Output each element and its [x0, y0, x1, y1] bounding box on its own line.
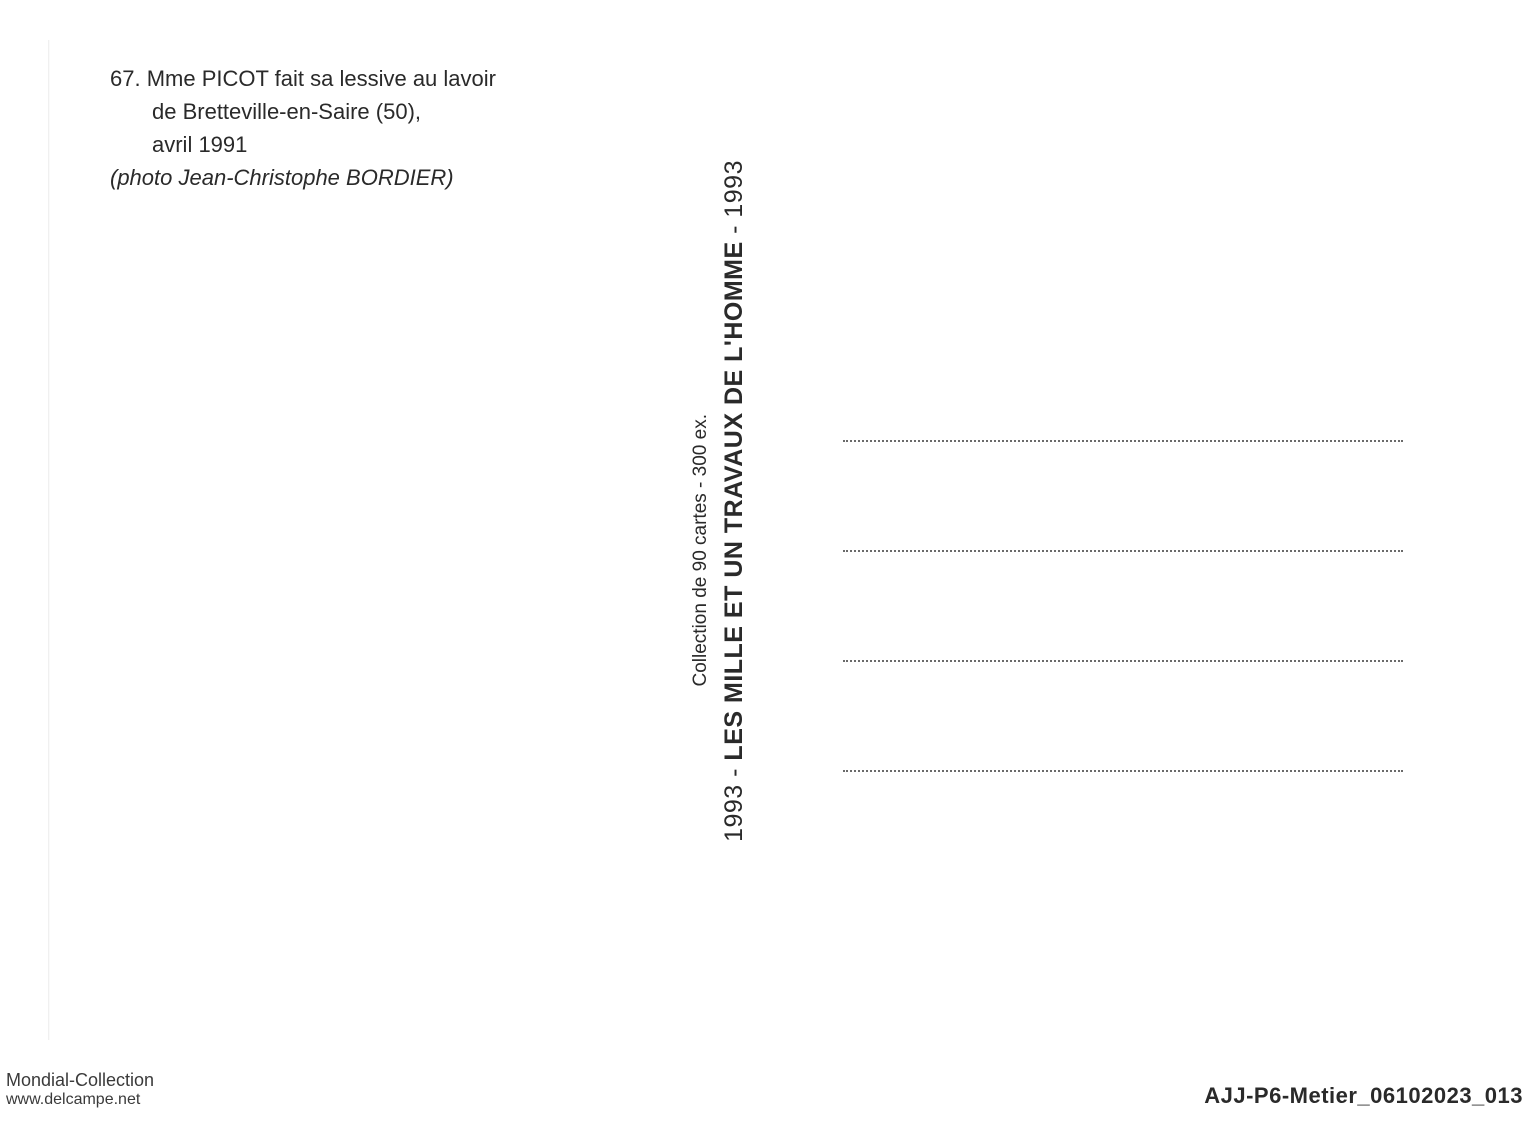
address-line-1: [843, 440, 1403, 442]
caption-block: 67. Mme PICOT fait sa lessive au lavoir …: [110, 62, 496, 194]
address-line-2: [843, 550, 1403, 552]
footer-right: AJJ-P6-Metier_06102023_013: [1204, 1083, 1523, 1109]
address-lines-area: [843, 440, 1403, 772]
vertical-title: 1993 - LES MILLE ET UN TRAVAUX DE L'HOMM…: [720, 160, 749, 842]
caption-credit: (photo Jean-Christophe BORDIER): [110, 161, 496, 194]
caption-text-1: Mme PICOT fait sa lessive au lavoir: [147, 66, 496, 91]
vertical-year-end: 1993: [720, 160, 748, 218]
caption-number: 67.: [110, 66, 141, 91]
vertical-title-bold: LES MILLE ET UN TRAVAUX DE L'HOMME: [720, 241, 748, 760]
address-line-4: [843, 770, 1403, 772]
footer-brand: Mondial-Collection: [6, 1070, 154, 1090]
caption-line-2: de Bretteville-en-Saire (50),: [110, 95, 496, 128]
address-line-3: [843, 660, 1403, 662]
postcard-back: 67. Mme PICOT fait sa lessive au lavoir …: [0, 0, 1523, 1131]
vertical-subtitle: Collection de 90 cartes - 300 ex.: [690, 414, 712, 687]
left-shadow: [48, 40, 50, 1040]
caption-line-3: avril 1991: [110, 128, 496, 161]
vertical-divider-text: Collection de 90 cartes - 300 ex. 1993 -…: [690, 160, 749, 940]
caption-line-1: 67. Mme PICOT fait sa lessive au lavoir: [110, 62, 496, 95]
vertical-sep-1: -: [720, 761, 748, 785]
footer-url: www.delcampe.net: [6, 1091, 154, 1109]
vertical-sep-2: -: [720, 218, 748, 242]
vertical-year-start: 1993: [720, 784, 748, 842]
footer-left: Mondial-Collection www.delcampe.net: [6, 1070, 154, 1109]
